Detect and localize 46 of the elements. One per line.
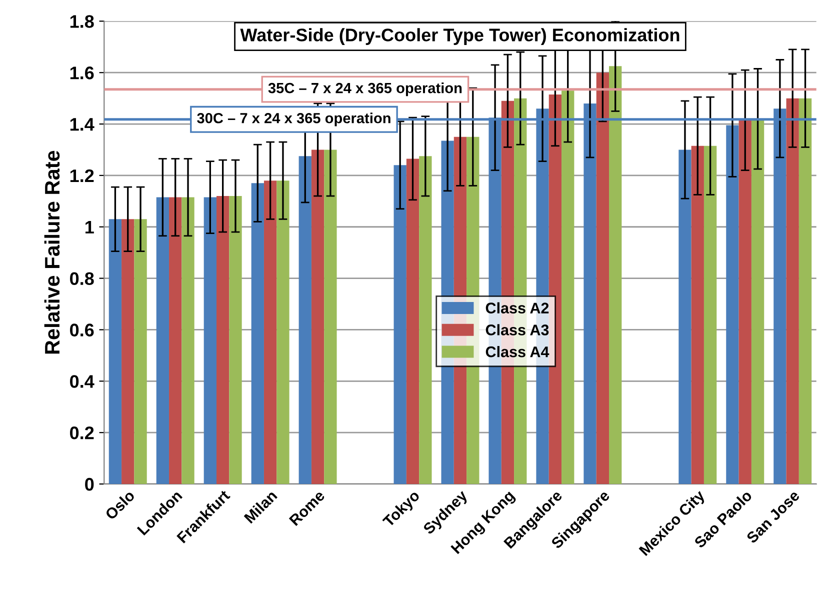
chart-title: Water-Side (Dry-Cooler Type Tower) Economization	[240, 28, 680, 45]
bar	[311, 150, 324, 484]
bar	[182, 197, 194, 484]
bar	[562, 90, 574, 484]
ref-line-label: 30C – 7 x 24 x 365 operation	[197, 112, 390, 126]
y-tick-label: 1.2	[70, 169, 94, 182]
bar	[751, 118, 764, 484]
legend-label: Class A2	[486, 302, 549, 314]
bar	[798, 98, 812, 484]
bar	[691, 146, 704, 484]
legend-label: Class A4	[486, 346, 550, 358]
bar	[134, 219, 147, 484]
y-tick-label: 1	[86, 220, 94, 234]
bar	[726, 125, 739, 484]
bar	[204, 197, 216, 484]
bar	[786, 98, 799, 484]
y-axis-title: Relative Failure Rate	[44, 150, 60, 354]
y-tick-label: 1.8	[70, 15, 94, 28]
bar	[704, 146, 717, 484]
y-tick-label: 0.2	[70, 426, 94, 440]
bar	[216, 196, 230, 484]
bar	[122, 219, 134, 484]
bar	[324, 150, 337, 484]
legend-label: Class A3	[486, 324, 549, 336]
y-tick-label: 0.6	[70, 324, 94, 336]
bar	[229, 196, 242, 484]
y-tick-label: 0.4	[70, 375, 94, 388]
bar	[298, 156, 312, 484]
bar	[609, 66, 622, 484]
bar	[394, 165, 406, 484]
bar	[251, 183, 264, 484]
bar	[419, 156, 432, 484]
y-tick-label: 1.6	[70, 66, 94, 80]
y-tick-label: 1.4	[70, 118, 94, 131]
bar	[108, 219, 122, 484]
bar	[738, 120, 752, 484]
bar	[264, 180, 277, 484]
bar	[596, 72, 610, 484]
bar	[169, 197, 182, 484]
bar	[276, 180, 290, 484]
bar	[406, 158, 420, 484]
y-tick-label: 0.8	[70, 272, 94, 286]
bar	[678, 150, 692, 484]
y-tick-label: 0	[85, 478, 94, 491]
ref-line-label: 35C – 7 x 24 x 365 operation	[268, 82, 462, 96]
bar	[156, 197, 170, 484]
